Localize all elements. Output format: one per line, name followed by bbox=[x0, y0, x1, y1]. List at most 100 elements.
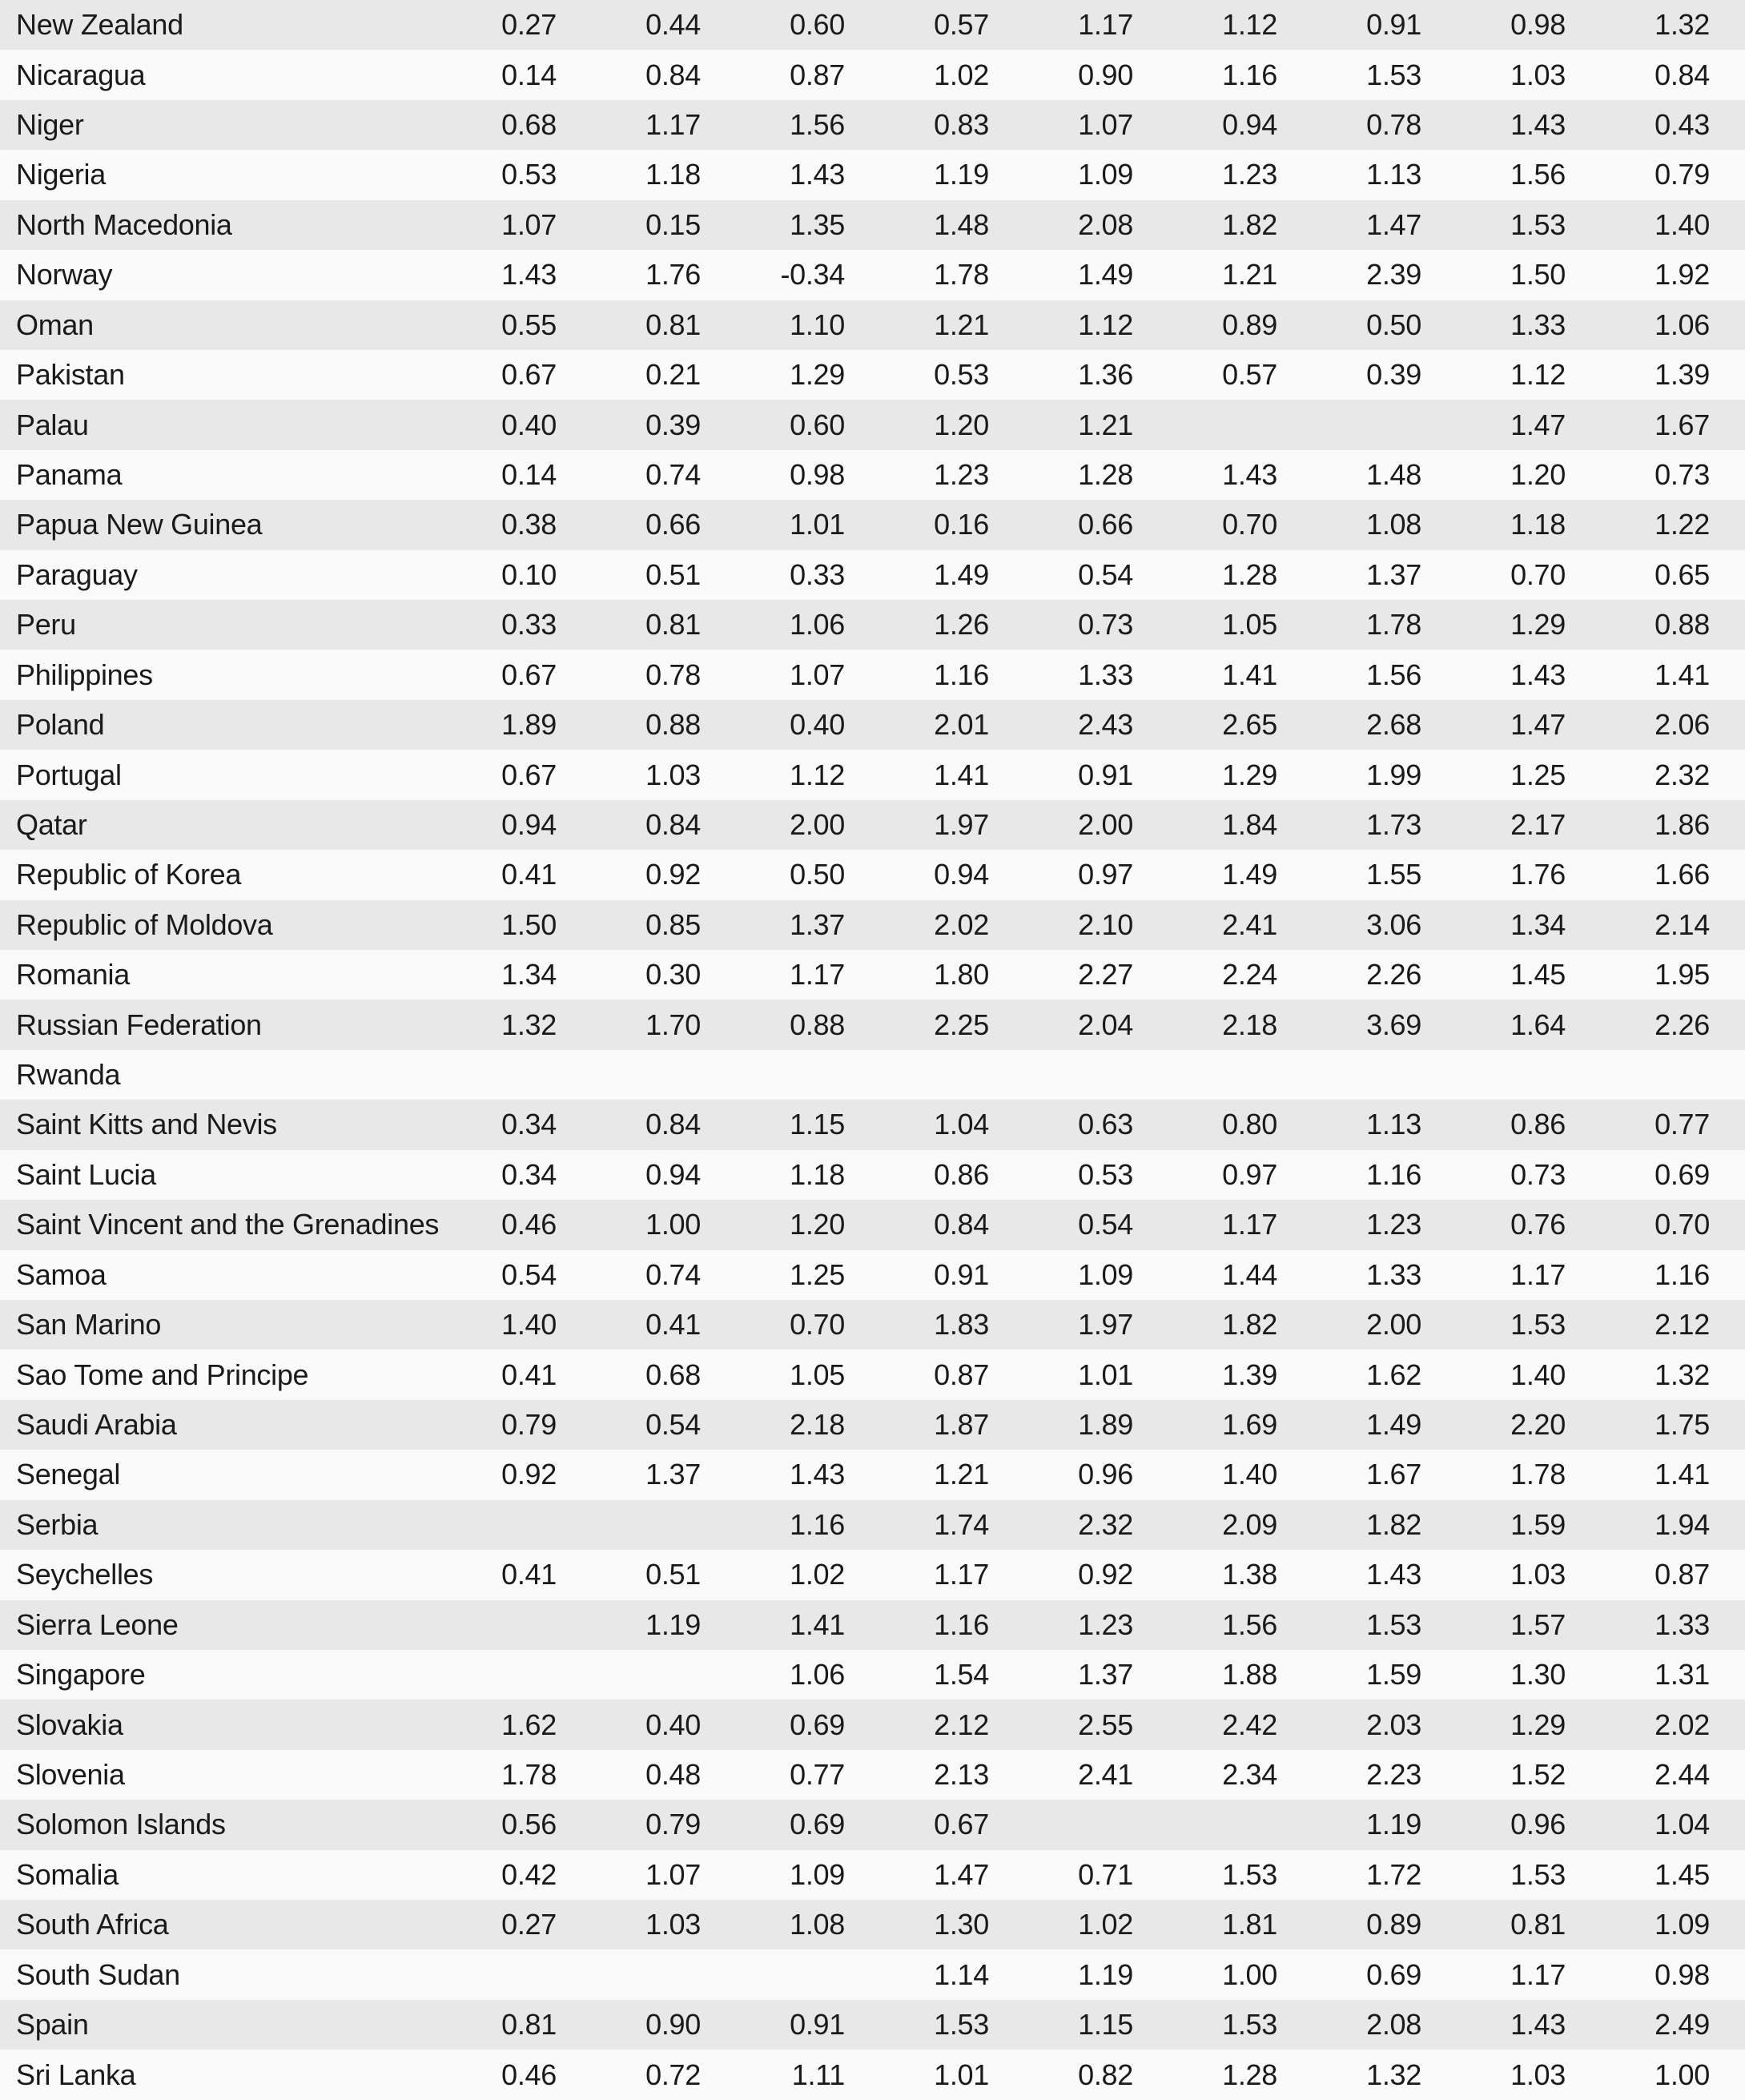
table-row: Papua New Guinea 0.38 0.66 1.01 0.16 0.6… bbox=[0, 500, 1745, 550]
value-cell: 1.21 bbox=[934, 308, 989, 341]
value-cell: 1.07 bbox=[790, 658, 845, 691]
value-cell: 1.59 bbox=[1510, 1507, 1566, 1541]
country-name-cell: Spain bbox=[16, 2008, 89, 2042]
value-cell: 2.20 bbox=[1510, 1408, 1566, 1442]
table-row: Saint Lucia 0.34 0.94 1.18 0.86 0.53 0.9… bbox=[0, 1149, 1745, 1201]
value-cell bbox=[701, 1949, 845, 1999]
value-cell: 1.00 bbox=[645, 1208, 701, 1241]
table-row: Slovakia 1.62 0.40 0.69 2.12 2.55 2.42 2… bbox=[0, 1700, 1745, 1750]
value-cell: 1.20 bbox=[934, 408, 989, 441]
value-cell: 1.14 bbox=[934, 1957, 989, 1991]
value-cell: 1.45 bbox=[1655, 1857, 1710, 1891]
country-name-cell: Norway bbox=[16, 258, 113, 292]
value-cell: 2.26 bbox=[1366, 958, 1421, 992]
value-cell: 1.21 bbox=[1222, 258, 1277, 292]
table-row: Peru 0.33 0.81 1.06 1.26 0.73 1.05 1.78 … bbox=[0, 600, 1745, 650]
value-cell: 1.43 bbox=[1510, 108, 1566, 142]
value-cell: 0.66 bbox=[645, 508, 701, 541]
value-cell: 1.86 bbox=[1655, 807, 1710, 841]
value-cell: 1.50 bbox=[1510, 258, 1566, 292]
table-row: Sierra Leone 1.19 1.41 1.16 1.23 1.56 1.… bbox=[0, 1599, 1745, 1650]
value-cell: 1.59 bbox=[1366, 1658, 1421, 1692]
value-cell: 0.88 bbox=[645, 708, 701, 742]
value-cell: 1.57 bbox=[1510, 1607, 1566, 1641]
country-name-cell: Republic of Moldova bbox=[16, 907, 273, 941]
value-cell bbox=[557, 1949, 701, 1999]
value-cell: 1.23 bbox=[1222, 158, 1277, 191]
value-cell: 2.02 bbox=[1655, 1708, 1710, 1741]
value-cell: 1.30 bbox=[1510, 1658, 1566, 1692]
value-cell: 0.54 bbox=[645, 1408, 701, 1442]
value-cell: 1.41 bbox=[790, 1607, 845, 1641]
value-cell bbox=[1421, 1050, 1566, 1100]
value-cell: 0.94 bbox=[1222, 108, 1277, 142]
country-name-cell: Saint Lucia bbox=[16, 1157, 156, 1191]
value-cell: 1.64 bbox=[1510, 1008, 1566, 1041]
value-cell: 0.89 bbox=[1366, 1908, 1421, 1941]
value-cell: 2.42 bbox=[1222, 1708, 1277, 1741]
country-name-cell: Slovenia bbox=[16, 1757, 125, 1791]
value-cell: 0.69 bbox=[790, 1808, 845, 1841]
value-cell: 2.49 bbox=[1655, 2008, 1710, 2042]
value-cell: 1.82 bbox=[1222, 1308, 1277, 1342]
value-cell: 0.67 bbox=[934, 1808, 989, 1841]
value-cell: 0.27 bbox=[501, 1908, 557, 1941]
value-cell: 1.18 bbox=[1510, 508, 1566, 541]
value-cell: 1.56 bbox=[1366, 658, 1421, 691]
value-cell: 2.24 bbox=[1222, 958, 1277, 992]
value-cell: 1.05 bbox=[1222, 608, 1277, 642]
value-cell: 1.39 bbox=[1222, 1358, 1277, 1391]
value-cell bbox=[412, 1650, 557, 1700]
table-row: Romania 1.34 0.30 1.17 1.80 2.27 2.24 2.… bbox=[0, 950, 1745, 1000]
value-cell: 2.39 bbox=[1366, 258, 1421, 292]
country-name-cell: Seychelles bbox=[16, 1558, 154, 1591]
value-cell: 0.70 bbox=[1510, 557, 1566, 591]
value-cell bbox=[1566, 1050, 1745, 1100]
value-cell: 1.39 bbox=[1655, 358, 1710, 392]
value-cell: 1.99 bbox=[1366, 758, 1421, 791]
value-cell: 1.40 bbox=[1222, 1458, 1277, 1491]
value-cell: 1.43 bbox=[1510, 658, 1566, 691]
value-cell: 1.49 bbox=[1222, 858, 1277, 891]
value-cell: 1.78 bbox=[934, 258, 989, 292]
table-row: Republic of Korea 0.41 0.92 0.50 0.94 0.… bbox=[0, 850, 1745, 900]
value-cell bbox=[701, 1050, 845, 1100]
value-cell: 1.29 bbox=[1222, 758, 1277, 791]
value-cell: 0.16 bbox=[934, 508, 989, 541]
value-cell: 2.00 bbox=[1078, 807, 1133, 841]
value-cell: 1.37 bbox=[790, 907, 845, 941]
value-cell: 1.36 bbox=[1078, 358, 1133, 392]
value-cell: 1.33 bbox=[1366, 1257, 1421, 1291]
value-cell: 2.65 bbox=[1222, 708, 1277, 742]
value-cell: 1.66 bbox=[1655, 858, 1710, 891]
value-cell: 1.43 bbox=[790, 1458, 845, 1491]
value-cell: 0.92 bbox=[501, 1458, 557, 1491]
value-cell: 1.53 bbox=[1222, 2008, 1277, 2042]
country-name-cell: Somalia bbox=[16, 1857, 119, 1891]
value-cell: 0.21 bbox=[645, 358, 701, 392]
value-cell: 0.71 bbox=[1078, 1857, 1133, 1891]
value-cell: 0.63 bbox=[1078, 1108, 1133, 1141]
value-cell: 1.43 bbox=[1510, 2008, 1566, 2042]
value-cell: 1.16 bbox=[790, 1507, 845, 1541]
value-cell: 1.72 bbox=[1366, 1857, 1421, 1891]
value-cell: 1.70 bbox=[645, 1008, 701, 1041]
value-cell: 2.25 bbox=[934, 1008, 989, 1041]
value-cell: 1.13 bbox=[1366, 1108, 1421, 1141]
value-cell: 1.19 bbox=[934, 158, 989, 191]
value-cell: 1.31 bbox=[1655, 1658, 1710, 1692]
value-cell: 0.79 bbox=[1655, 158, 1710, 191]
value-cell: 0.65 bbox=[1655, 557, 1710, 591]
value-cell: 1.11 bbox=[791, 2058, 846, 2091]
country-name-cell: Russian Federation bbox=[16, 1008, 262, 1041]
value-cell: 1.48 bbox=[1366, 458, 1421, 491]
value-cell: 0.98 bbox=[1655, 1957, 1710, 1991]
value-cell: 1.80 bbox=[934, 958, 989, 992]
value-cell: 0.50 bbox=[1366, 308, 1421, 341]
value-cell: 2.12 bbox=[1655, 1308, 1710, 1342]
value-cell: 0.33 bbox=[501, 608, 557, 642]
country-name-cell: Senegal bbox=[16, 1458, 121, 1491]
value-cell: 1.17 bbox=[645, 108, 701, 142]
value-cell: 0.88 bbox=[790, 1008, 845, 1041]
